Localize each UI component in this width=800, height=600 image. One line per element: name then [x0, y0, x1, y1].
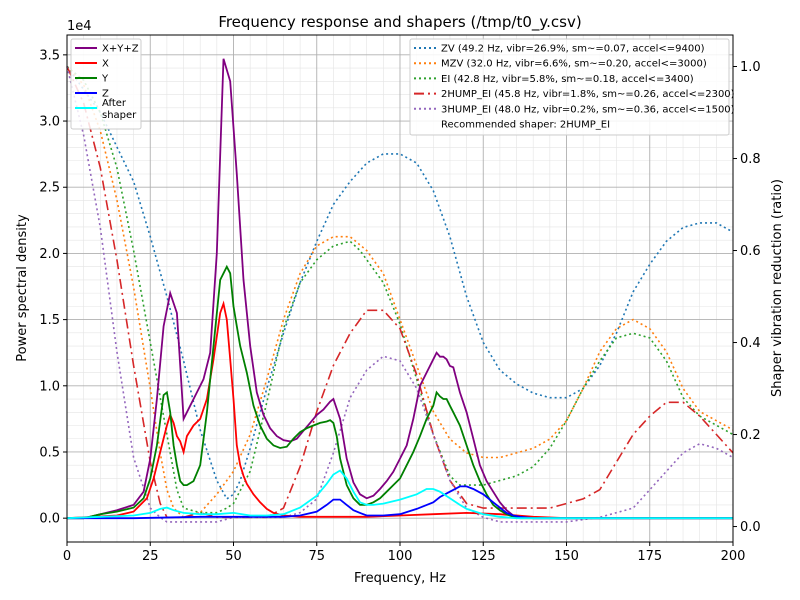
x-tick-label: 175 — [637, 549, 662, 564]
y2-tick-label: 0.8 — [740, 152, 761, 167]
legend-label-3hump-ei: 3HUMP_EI (48.0 Hz, vibr=0.2%, sm~=0.36, … — [441, 104, 735, 115]
psd-series-group — [66, 58, 733, 520]
y2-tick-label: 0.2 — [740, 428, 761, 443]
legend-label-x: X — [102, 59, 109, 70]
x-tick-label: 200 — [721, 549, 746, 564]
legend-label-y: Y — [101, 74, 109, 85]
x-tick-label: 100 — [388, 549, 413, 564]
shaper-line-2hump-ei — [66, 66, 734, 519]
legend-label-z: Z — [102, 89, 109, 100]
psd-line-after-shaper — [66, 469, 733, 520]
x-axis-ticks: 0 25 50 75 100 125 150 175 200 — [63, 542, 746, 564]
y2-tick-label: 0.6 — [740, 244, 761, 259]
y-tick-label: 1.5 — [39, 313, 60, 328]
y2-axis-ticks: 0.0 0.2 0.4 0.6 0.8 1.0 — [733, 60, 761, 535]
legend-right: ZV (49.2 Hz, vibr=26.9%, sm~=0.07, accel… — [409, 38, 735, 136]
x-tick-label: 125 — [471, 549, 496, 564]
shaper-series-group — [66, 65, 734, 523]
psd-line-z — [67, 485, 733, 520]
y2-axis-label: Shaper vibration reduction (ratio) — [770, 179, 785, 397]
psd-line-x — [66, 300, 733, 520]
legend-label-after-shaper: After — [102, 98, 127, 109]
chart-title: Frequency response and shapers (/tmp/t0_… — [218, 13, 581, 32]
y-tick-label: 3.5 — [39, 48, 60, 63]
psd-line-x-y-z — [67, 58, 733, 520]
y2-tick-label: 0.4 — [740, 336, 761, 351]
y-tick-label: 0.5 — [39, 445, 60, 460]
x-tick-label: 50 — [225, 549, 242, 564]
legend-left-box — [70, 38, 142, 130]
shaper-line-zv — [66, 66, 734, 501]
y-tick-label: 2.5 — [39, 181, 60, 196]
legend-right-box — [409, 38, 730, 136]
y-tick-label: 1.0 — [39, 379, 60, 394]
y-axis-ticks: 0.0 0.5 1.0 1.5 2.0 2.5 3.0 3.5 — [39, 48, 67, 527]
y-tick-label: 0.0 — [39, 512, 60, 527]
y-tick-label: 3.0 — [39, 115, 60, 130]
legend-label-after-shaper-line2: shaper — [102, 110, 137, 121]
y2-tick-label: 0.0 — [740, 520, 761, 535]
legend-label-2hump-ei: 2HUMP_EI (45.8 Hz, vibr=1.8%, sm~=0.26, … — [441, 89, 735, 100]
x-tick-label: 150 — [554, 549, 579, 564]
legend-label-x-y-z: X+Y+Z — [102, 44, 139, 55]
x-tick-label: 75 — [308, 549, 325, 564]
y-axis-scale-label: 1e4 — [67, 19, 92, 34]
legend-label-mzv: MZV (32.0 Hz, vibr=6.6%, sm~=0.20, accel… — [441, 59, 707, 70]
y-tick-label: 2.0 — [39, 247, 60, 262]
legend-recommended-shaper: Recommended shaper: 2HUMP_EI — [441, 120, 610, 131]
x-axis-label: Frequency, Hz — [354, 571, 446, 586]
shaper-line-3hump-ei — [66, 66, 734, 523]
x-tick-label: 0 — [63, 549, 71, 564]
x-tick-label: 25 — [142, 549, 159, 564]
legend-label-zv: ZV (49.2 Hz, vibr=26.9%, sm~=0.07, accel… — [441, 44, 705, 55]
y-axis-label: Power spectral density — [15, 214, 30, 362]
psd-line-y — [67, 264, 733, 520]
legend-label-ei: EI (42.8 Hz, vibr=5.8%, sm~=0.18, accel<… — [441, 74, 694, 85]
y2-tick-label: 1.0 — [740, 60, 761, 75]
